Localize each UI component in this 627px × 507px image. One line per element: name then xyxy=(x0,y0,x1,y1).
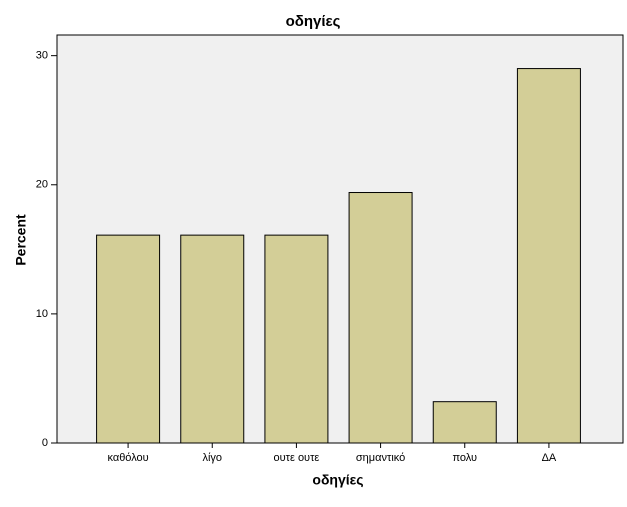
y-axis-title: Percent xyxy=(13,214,29,266)
x-tick-label: πολυ xyxy=(452,452,477,464)
y-tick-label: 30 xyxy=(36,50,48,62)
x-tick-label: λίγο xyxy=(202,452,222,464)
bar xyxy=(264,234,329,444)
y-tick-label: 0 xyxy=(42,437,48,449)
x-tick-label: καθόλου xyxy=(107,452,148,464)
bar xyxy=(180,234,245,444)
y-tick-label: 20 xyxy=(36,179,48,191)
x-tick-label: ΔΑ xyxy=(542,452,557,464)
x-tick-label: σημαντικό xyxy=(356,452,405,464)
y-tick-label: 10 xyxy=(36,308,48,320)
bar xyxy=(432,401,497,444)
chart-title: οδηγίες xyxy=(286,13,341,30)
bar xyxy=(348,192,413,444)
bar xyxy=(96,234,161,444)
x-tick-label: ουτε ουτε xyxy=(274,452,320,464)
bar xyxy=(516,68,581,444)
x-axis-title: οδηγίες xyxy=(312,472,363,488)
